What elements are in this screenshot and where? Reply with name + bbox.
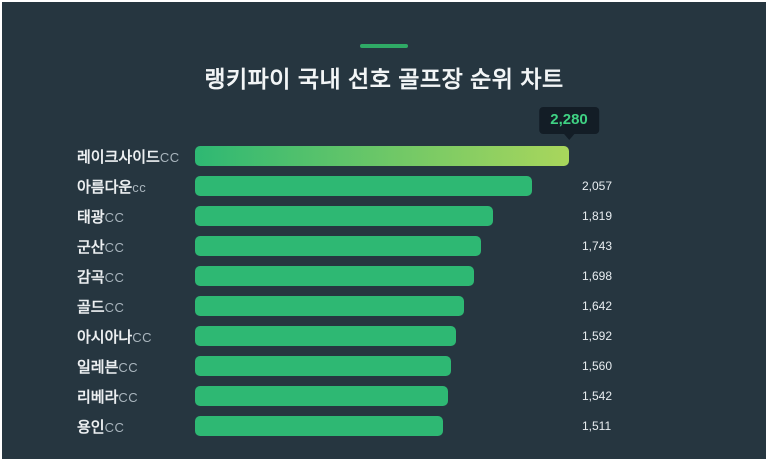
golf-course-name: 아시아나	[77, 328, 133, 346]
value-bar[interactable]	[195, 296, 465, 316]
bar-track	[195, 176, 569, 196]
cc-suffix: CC	[104, 209, 125, 225]
value-bar[interactable]	[195, 386, 448, 406]
value-label: 1,560	[582, 359, 613, 373]
chart-row: 태광CC 1,819	[2, 201, 766, 231]
chart-row: 골드CC 1,642	[2, 291, 766, 321]
bar-track	[195, 236, 569, 256]
title-accent-dash	[360, 44, 408, 48]
tooltip-arrow-icon	[562, 133, 575, 140]
cc-suffix: CC	[104, 269, 125, 285]
chart-row: 감곡CC 1,698	[2, 261, 766, 291]
category-label: 레이크사이드CC	[77, 146, 195, 167]
cc-suffix: cc	[132, 179, 147, 195]
value-bar[interactable]	[195, 356, 451, 376]
category-label: 군산CC	[77, 236, 195, 257]
category-label: 아시아나CC	[77, 326, 195, 347]
category-label: 용인CC	[77, 416, 195, 437]
golf-course-name: 태광	[77, 208, 105, 226]
chart-row: 리베라CC 1,542	[2, 381, 766, 411]
chart-row: 아시아나CC 1,592	[2, 321, 766, 351]
value-bar[interactable]	[195, 206, 494, 226]
golf-course-name: 아름다운	[77, 178, 133, 196]
value-label: 1,698	[582, 269, 613, 283]
value-label: 1,592	[582, 329, 613, 343]
chart-row: 군산CC 1,743	[2, 231, 766, 261]
cc-suffix: CC	[132, 329, 152, 345]
value-bar[interactable]	[195, 236, 481, 256]
golf-course-name: 레이크사이드	[77, 148, 160, 166]
bar-track	[195, 266, 569, 286]
category-label: 골드CC	[77, 296, 195, 317]
golf-course-name: 군산	[77, 238, 105, 256]
category-label: 아름다운cc	[77, 176, 195, 197]
chart-rows: 레이크사이드CC 아름다운cc 2,057 태광CC 1,819 군산CC 1,…	[2, 141, 766, 441]
bar-chart: 2,280 레이크사이드CC 아름다운cc 2,057 태광CC 1,819 군…	[2, 107, 766, 441]
value-label: 1,743	[582, 239, 613, 253]
golf-course-name: 용인	[77, 418, 105, 436]
value-label: 1,819	[582, 209, 613, 223]
golf-course-name: 골드	[77, 298, 105, 316]
bar-track	[195, 296, 569, 316]
category-label: 리베라CC	[77, 386, 195, 407]
bar-track	[195, 326, 569, 346]
chart-row: 아름다운cc 2,057	[2, 171, 766, 201]
bar-track	[195, 146, 569, 166]
chart-row: 일레븐CC 1,560	[2, 351, 766, 381]
value-bar[interactable]	[195, 146, 569, 166]
value-bar[interactable]	[195, 176, 533, 196]
chart-title: 랭키파이 국내 선호 골프장 순위 차트	[204, 66, 564, 92]
golf-course-name: 감곡	[77, 268, 105, 286]
chart-row: 용인CC 1,511	[2, 411, 766, 441]
chart-row: 레이크사이드CC	[2, 141, 766, 171]
golf-course-name: 리베라	[77, 388, 119, 406]
bar-track	[195, 206, 569, 226]
category-label: 태광CC	[77, 206, 195, 227]
value-bar[interactable]	[195, 416, 443, 436]
category-label: 일레븐CC	[77, 356, 195, 377]
category-label: 감곡CC	[77, 266, 195, 287]
golf-course-name: 일레븐	[77, 358, 119, 376]
cc-suffix: CC	[118, 359, 139, 375]
cc-suffix: CC	[159, 149, 180, 165]
cc-suffix: CC	[104, 419, 125, 435]
value-label: 1,642	[582, 299, 613, 313]
cc-suffix: CC	[104, 299, 125, 315]
value-bar[interactable]	[195, 326, 457, 346]
value-bar[interactable]	[195, 266, 474, 286]
bar-track	[195, 356, 569, 376]
value-label: 2,057	[582, 179, 613, 193]
value-tooltip: 2,280	[539, 107, 599, 140]
cc-suffix: CC	[104, 239, 125, 255]
value-label: 1,511	[582, 419, 612, 433]
cc-suffix: CC	[118, 389, 139, 405]
bar-track	[195, 416, 569, 436]
bar-track	[195, 386, 569, 406]
tooltip-value: 2,280	[550, 111, 588, 128]
value-label: 1,542	[582, 389, 613, 403]
